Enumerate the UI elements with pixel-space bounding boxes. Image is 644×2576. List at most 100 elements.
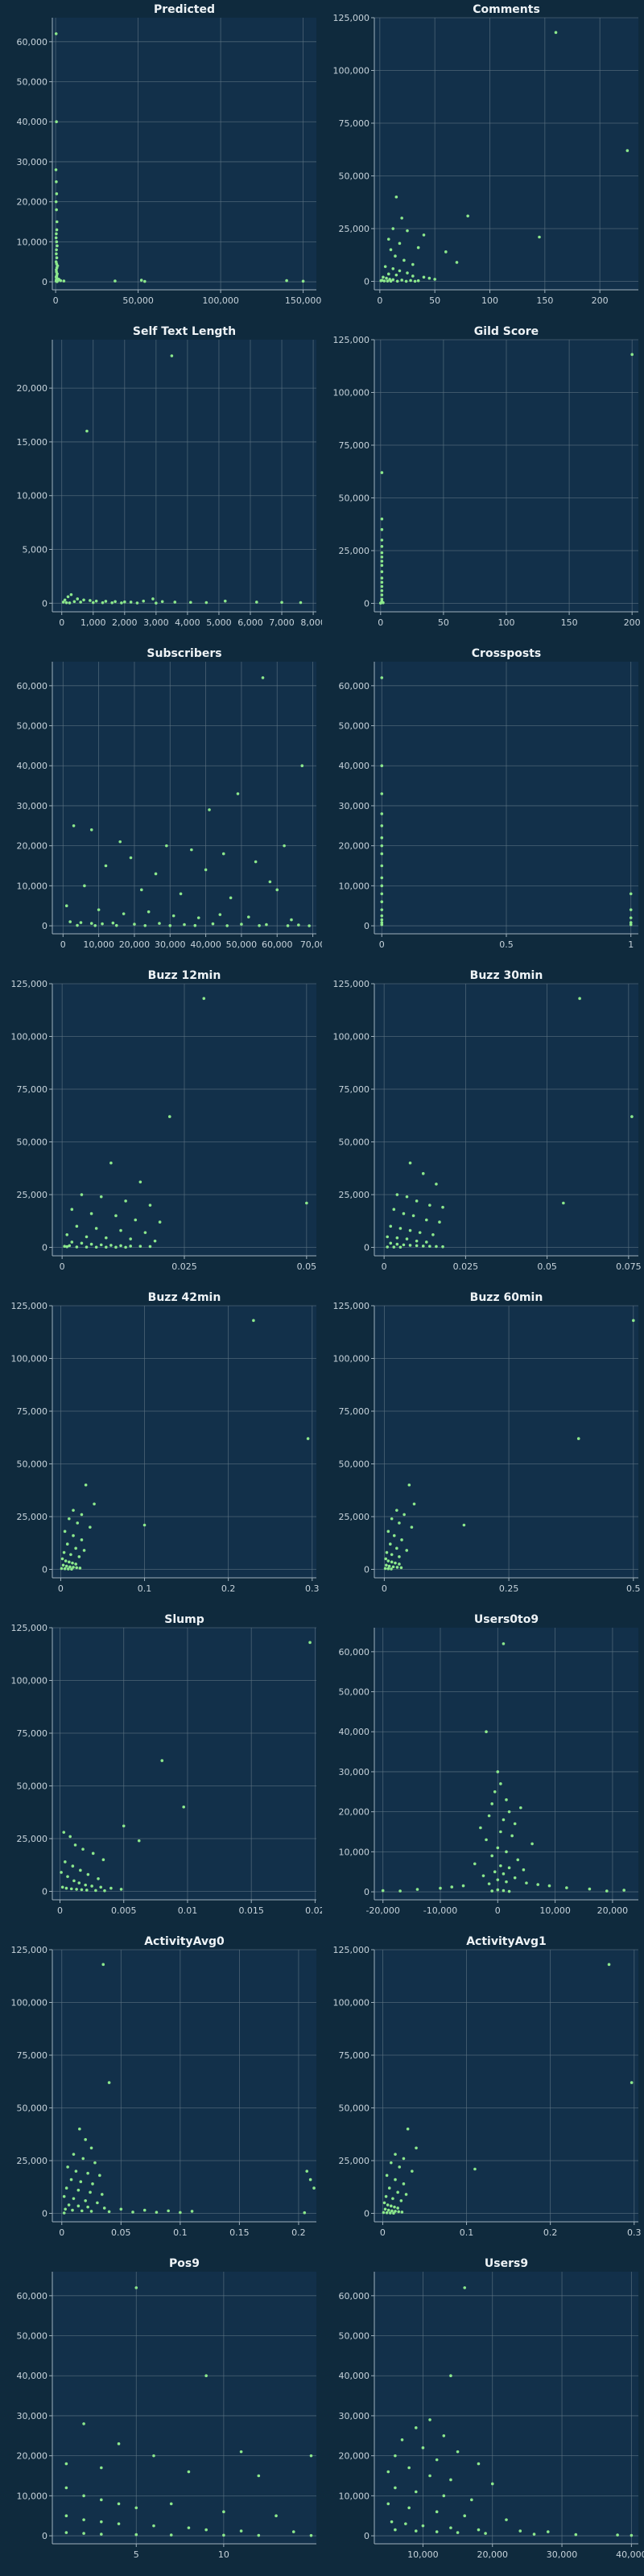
x-tick-label: 0.1	[138, 1583, 152, 1594]
x-tick-label: -10,000	[423, 1905, 457, 1916]
data-point	[405, 1549, 409, 1552]
y-tick-label: 5,000	[23, 545, 48, 555]
data-point	[85, 1235, 89, 1239]
data-point	[71, 1561, 74, 1565]
data-point	[97, 1876, 100, 1880]
data-point	[380, 852, 384, 856]
data-point	[385, 276, 388, 280]
y-tick-label: 0	[364, 1887, 369, 1897]
data-point	[257, 2474, 261, 2478]
x-tick-label: 0.2	[543, 2227, 558, 2238]
data-point	[193, 923, 197, 927]
scatter-chart: Self Text Length 0 5,000 10,000 15,000 20,000…	[17, 325, 323, 628]
data-point	[86, 2205, 89, 2209]
data-point	[415, 1888, 419, 1891]
data-point	[416, 279, 420, 283]
data-point	[72, 2197, 76, 2200]
data-point	[380, 792, 384, 795]
data-point	[221, 852, 225, 856]
data-point	[424, 1218, 428, 1222]
data-point	[204, 2528, 208, 2532]
data-point	[70, 1208, 74, 1212]
data-point	[398, 242, 402, 246]
data-point	[394, 254, 397, 258]
data-point	[60, 1567, 64, 1571]
y-tick-label: 50,000	[339, 2331, 370, 2342]
x-tick-label: 50,000	[226, 939, 258, 950]
data-point	[428, 1203, 431, 1207]
data-point	[75, 1245, 79, 1249]
scatter-chart: Users0to9 0 10,000 20,000 30,000 40,000 50,000…	[339, 1613, 638, 1916]
data-point	[390, 2161, 393, 2165]
y-tick-label: 100,000	[333, 1998, 370, 2008]
data-point	[94, 1227, 98, 1230]
scatter-chart: Slump 0 25,000 50,000 75,000 100,000 125,000 0 0…	[11, 1613, 323, 1916]
data-point	[386, 1245, 389, 1249]
data-point	[625, 149, 630, 152]
plot-area	[374, 18, 638, 290]
data-point	[119, 2207, 123, 2211]
data-point	[398, 1889, 402, 1893]
y-tick-label: 0	[42, 921, 47, 931]
x-tick-label: 0.05	[111, 2227, 131, 2238]
data-point	[64, 1886, 68, 1890]
data-point	[435, 1245, 438, 1249]
data-point	[183, 923, 186, 927]
x-tick-label: 2,000	[112, 617, 138, 628]
y-tick-label: 20,000	[339, 1807, 370, 1818]
data-point	[490, 1889, 493, 1893]
data-point	[123, 600, 126, 604]
data-point	[137, 1839, 141, 1843]
x-tick-label: 40,000	[190, 939, 221, 950]
data-point	[421, 2446, 425, 2450]
data-point	[379, 279, 382, 283]
x-tick-label: 0.005	[111, 1905, 137, 1916]
chart-panel: Crossposts 0 10,000 20,000 30,000 40,000 50,00…	[322, 644, 644, 966]
x-tick-label: 20,000	[477, 2549, 508, 2560]
data-point	[442, 2494, 446, 2498]
data-point	[91, 1852, 95, 1856]
data-point	[438, 1220, 441, 1224]
data-point	[630, 2533, 634, 2537]
data-point	[68, 920, 72, 923]
y-tick-label: 125,000	[333, 979, 370, 989]
y-tick-label: 60,000	[17, 681, 48, 691]
data-point	[119, 1244, 122, 1248]
y-tick-label: 0	[364, 1243, 369, 1253]
data-point	[187, 2470, 191, 2474]
y-tick-label: 75,000	[17, 1728, 48, 1739]
data-point	[409, 279, 412, 283]
x-tick-label: 100	[498, 617, 515, 628]
scatter-chart: Buzz 42min 0 25,000 50,000 75,000 100,000 125,…	[11, 1291, 320, 1594]
y-tick-label: 10,000	[339, 2491, 370, 2501]
data-point	[379, 601, 382, 605]
x-tick-label: 1	[628, 939, 634, 950]
y-tick-label: 100,000	[11, 1998, 48, 2008]
data-point	[301, 279, 305, 283]
data-point	[82, 2494, 85, 2498]
data-point	[55, 256, 59, 260]
data-point	[400, 279, 403, 282]
chart-title: Subscribers	[147, 647, 221, 660]
y-tick-label: 40,000	[339, 761, 370, 771]
data-point	[79, 921, 83, 924]
x-tick-label: 70,00	[300, 939, 322, 950]
data-point	[147, 910, 151, 914]
data-point	[386, 2470, 390, 2474]
data-point	[258, 924, 261, 927]
data-point	[54, 200, 58, 204]
y-tick-label: 40,000	[17, 761, 48, 771]
data-point	[380, 528, 384, 531]
data-point	[398, 1521, 401, 1525]
y-tick-label: 100,000	[11, 1032, 48, 1042]
data-point	[129, 1237, 132, 1241]
x-tick-label: 0.2	[291, 2227, 306, 2238]
scatter-chart: Pos9 0 10,000 20,000 30,000 40,000 50,000 60,00…	[17, 2257, 316, 2560]
y-tick-label: 0	[42, 1243, 47, 1253]
data-point	[463, 2286, 467, 2289]
y-tick-label: 0	[364, 921, 369, 931]
data-point	[400, 1538, 403, 1542]
data-point	[171, 914, 175, 918]
data-point	[382, 601, 385, 605]
data-point	[505, 2518, 508, 2521]
